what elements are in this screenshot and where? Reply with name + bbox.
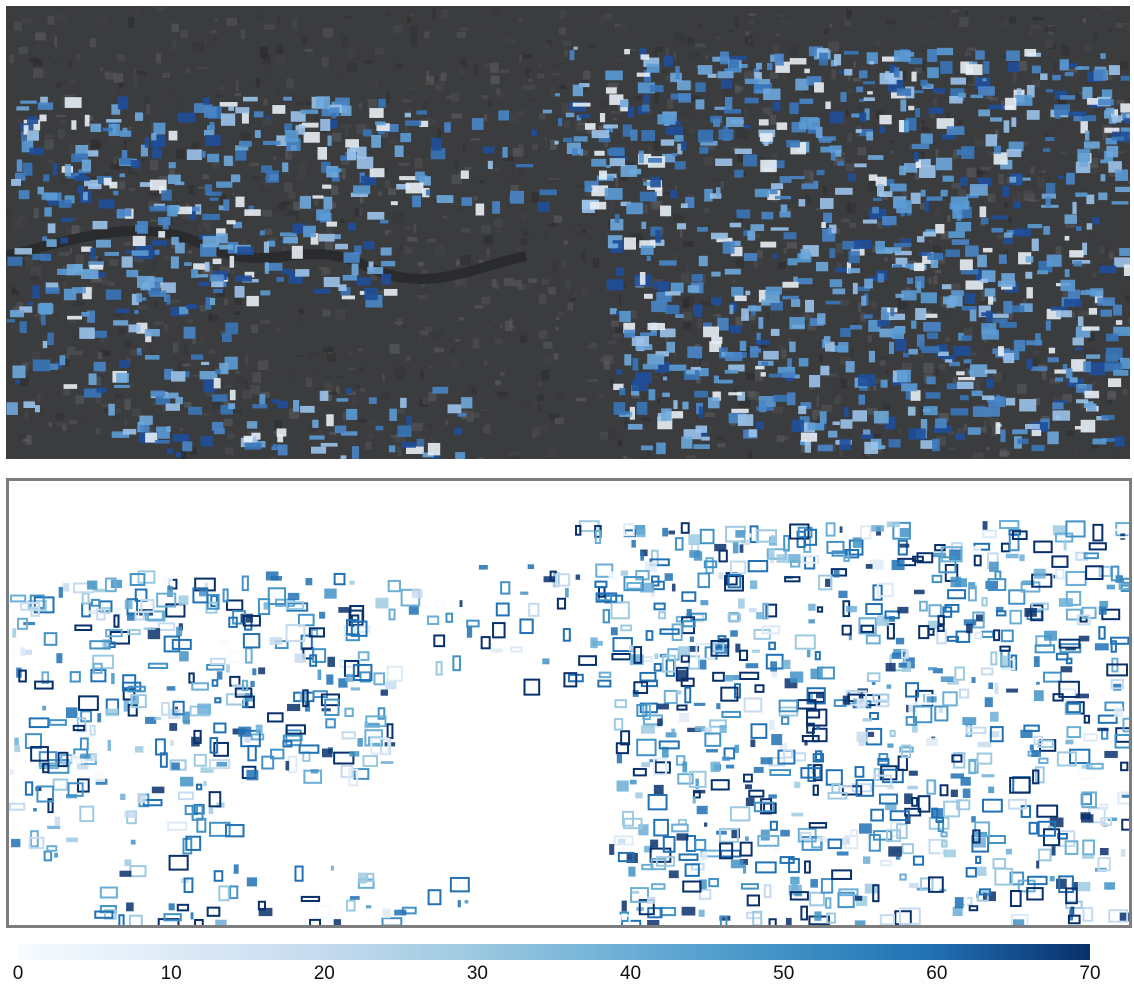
- sar-image-with-buildings: [6, 6, 1130, 459]
- colorbar-tick-label: 60: [926, 963, 948, 984]
- river: [6, 225, 527, 284]
- building-footprint-map: [9, 520, 1129, 925]
- colorbar-tick-label: 10: [160, 963, 182, 984]
- colorbar-tick-label: 0: [12, 963, 24, 984]
- colorbar-tick-label: 30: [466, 963, 488, 984]
- colorbar-tick-label: 50: [773, 963, 795, 984]
- colorbar: [18, 944, 1090, 960]
- buildings-3d: [6, 46, 1130, 459]
- colorbar-tick-label: 20: [313, 963, 335, 984]
- building-footprint-map-panel: [6, 478, 1132, 928]
- sar-3d-buildings-panel: [6, 6, 1130, 459]
- colorbar-tick-label: 40: [619, 963, 642, 984]
- colorbar-tick-label: 70: [1079, 963, 1101, 984]
- building-footprints: [9, 520, 1129, 925]
